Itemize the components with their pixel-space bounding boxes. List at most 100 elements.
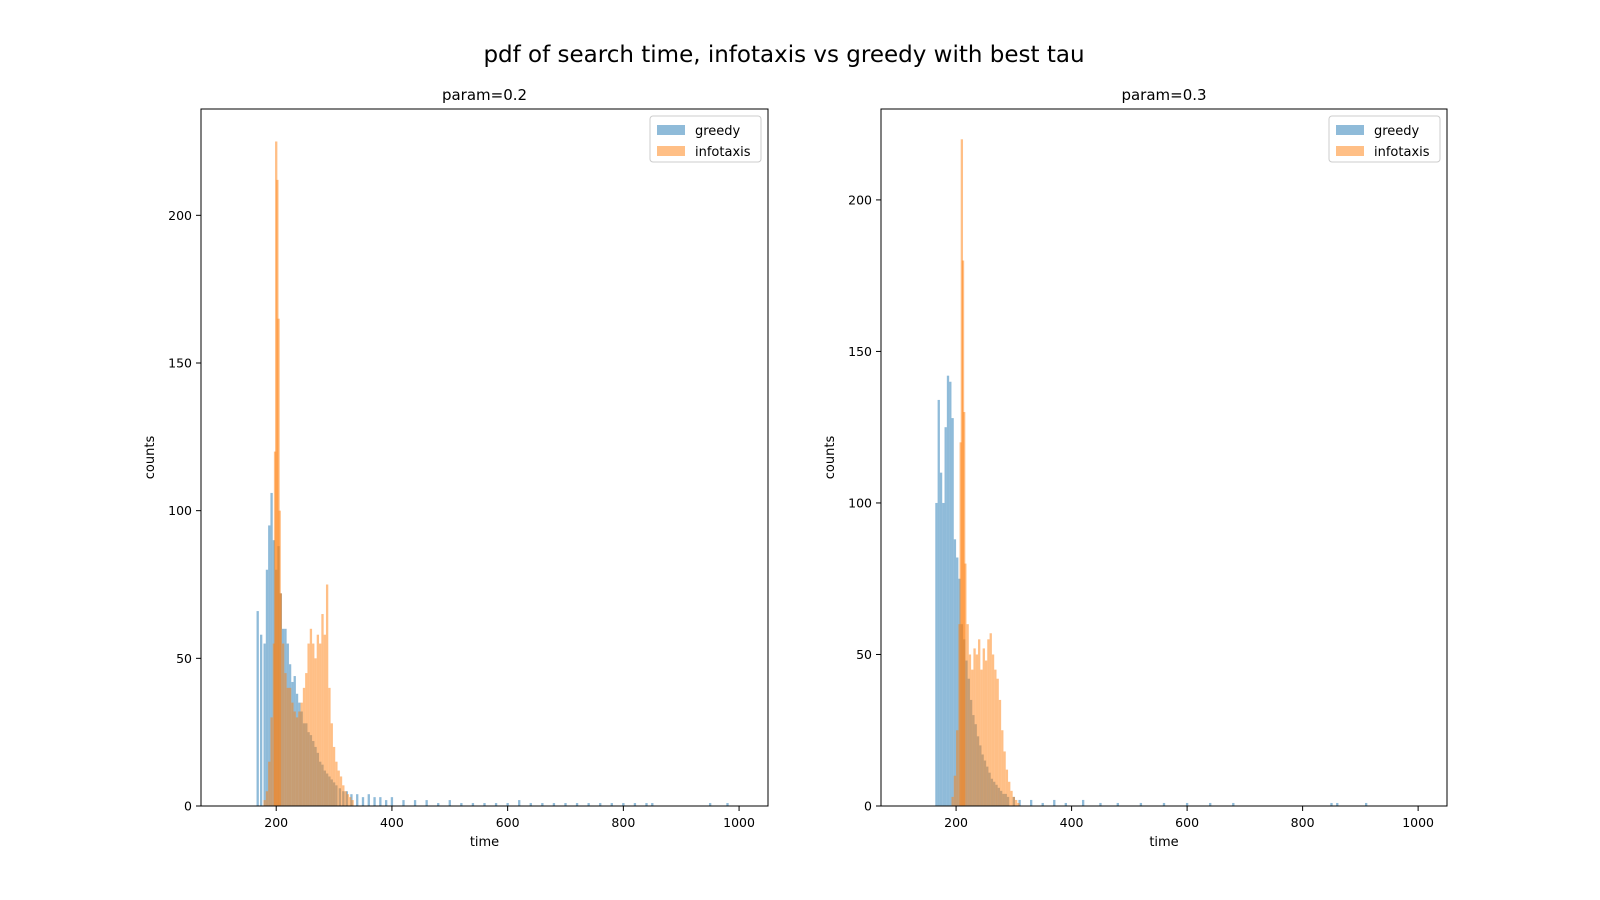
- y-tick-label: 100: [848, 495, 872, 510]
- histogram-bar: [460, 803, 463, 806]
- histogram-bar: [982, 648, 985, 806]
- histogram-bar: [964, 563, 967, 806]
- histogram-bar: [726, 803, 729, 806]
- histogram-bar: [1081, 799, 1085, 806]
- histogram-bar: [268, 761, 271, 806]
- histogram-bar: [1185, 802, 1189, 806]
- histogram-bar: [944, 427, 947, 806]
- histogram-bar: [279, 593, 282, 806]
- x-tick-label: 400: [380, 815, 404, 830]
- histogram-bar: [989, 633, 992, 806]
- histogram-bar: [1012, 796, 1015, 806]
- histogram-bar: [256, 611, 259, 806]
- histogram-bar: [305, 673, 308, 806]
- histogram-bar: [958, 624, 961, 806]
- histogram-bar: [587, 803, 590, 806]
- axes-title: param=0.2: [442, 86, 527, 104]
- histogram-bar: [651, 803, 654, 806]
- histogram-bar: [599, 803, 602, 806]
- histogram-bar: [448, 800, 451, 806]
- histogram-bars: [256, 141, 729, 806]
- y-tick-label: 100: [168, 503, 192, 518]
- histogram-bar: [291, 702, 294, 806]
- histogram-bar: [1030, 799, 1033, 806]
- histogram-bar: [506, 803, 509, 806]
- histogram-bar: [270, 492, 273, 806]
- histogram-bar: [325, 584, 329, 806]
- histogram-bar: [645, 803, 648, 806]
- histogram-bar: [263, 643, 266, 806]
- x-tick-label: 800: [1291, 815, 1315, 830]
- axes-frame: [200, 108, 769, 807]
- y-tick-label: 50: [176, 651, 192, 666]
- histogram-bar: [298, 711, 301, 806]
- histogram-bar: [350, 794, 353, 806]
- histogram-bar: [321, 614, 324, 806]
- histogram-bar: [309, 628, 313, 806]
- histogram-bar: [335, 761, 338, 806]
- x-axis-label: time: [1149, 835, 1178, 850]
- histogram-bar: [263, 800, 266, 806]
- legend-swatch-infotaxis: [657, 146, 685, 156]
- histogram-bar: [494, 803, 498, 806]
- axes-left: 200 400 600 800 1000 0 50 100 150 200 param=0.2 tim…: [143, 86, 769, 850]
- histogram-bar: [356, 794, 359, 806]
- y-tick-label: 150: [168, 355, 192, 370]
- histogram-bar: [483, 803, 486, 806]
- legend-swatch-greedy: [657, 125, 685, 135]
- histogram-bar: [633, 803, 637, 806]
- histogram-bar: [330, 723, 333, 806]
- histogram-bar: [1330, 802, 1333, 806]
- histogram-bar: [278, 510, 281, 806]
- y-tick-label: 200: [168, 208, 192, 223]
- axes-right: 200 400 600 800 1000 0 50 100 150 200 param=0.3 tim…: [823, 86, 1448, 850]
- histogram-bar: [351, 800, 354, 806]
- y-tick-label: 0: [184, 799, 192, 814]
- histogram-bar: [260, 634, 263, 806]
- x-tick-label: 800: [611, 815, 635, 830]
- histogram-bar: [1209, 802, 1212, 806]
- x-tick-label: 600: [1175, 815, 1199, 830]
- histogram-bar: [277, 318, 280, 806]
- histogram-bar: [987, 639, 990, 806]
- histogram-bar: [935, 502, 938, 806]
- histogram-bar: [971, 669, 974, 806]
- histogram-bar: [973, 648, 976, 806]
- histogram-bar: [293, 711, 296, 806]
- axes-title: param=0.3: [1121, 86, 1206, 104]
- histogram-bar: [1364, 802, 1368, 806]
- legend: greedy infotaxis: [649, 115, 762, 163]
- series-infotaxis: [263, 141, 354, 806]
- histogram-bar: [980, 669, 983, 806]
- legend-label-greedy: greedy: [1374, 124, 1420, 139]
- histogram-bar: [384, 800, 388, 806]
- histogram-bar: [610, 803, 613, 806]
- histogram-bar: [1116, 802, 1119, 806]
- histogram-bar: [564, 803, 567, 806]
- histogram-bar: [998, 699, 1002, 806]
- histogram-bar: [332, 746, 336, 806]
- x-tick-label: 200: [944, 815, 968, 830]
- histogram-bar: [956, 730, 959, 806]
- histogram-bar: [978, 639, 981, 806]
- legend-label-greedy: greedy: [695, 124, 741, 139]
- histogram-bar: [966, 624, 969, 806]
- histogram-bar: [265, 569, 269, 806]
- histogram-bar: [1014, 799, 1018, 806]
- histogram-bar: [1017, 802, 1020, 806]
- histogram-bar: [1336, 802, 1339, 806]
- legend-label-infotaxis: infotaxis: [1374, 145, 1430, 160]
- x-tick-label: 400: [1060, 815, 1084, 830]
- legend: greedy infotaxis: [1328, 115, 1441, 163]
- histogram-bar: [949, 381, 952, 806]
- histogram-bar: [1099, 802, 1102, 806]
- histogram-bar: [984, 660, 988, 806]
- histogram-bar: [390, 797, 394, 806]
- histogram-bar: [951, 418, 954, 806]
- histogram-bar: [319, 643, 322, 806]
- histogram-bar: [960, 139, 964, 806]
- histogram-bar: [342, 785, 345, 806]
- histogram-bar: [437, 803, 440, 806]
- histogram-bar: [273, 451, 277, 806]
